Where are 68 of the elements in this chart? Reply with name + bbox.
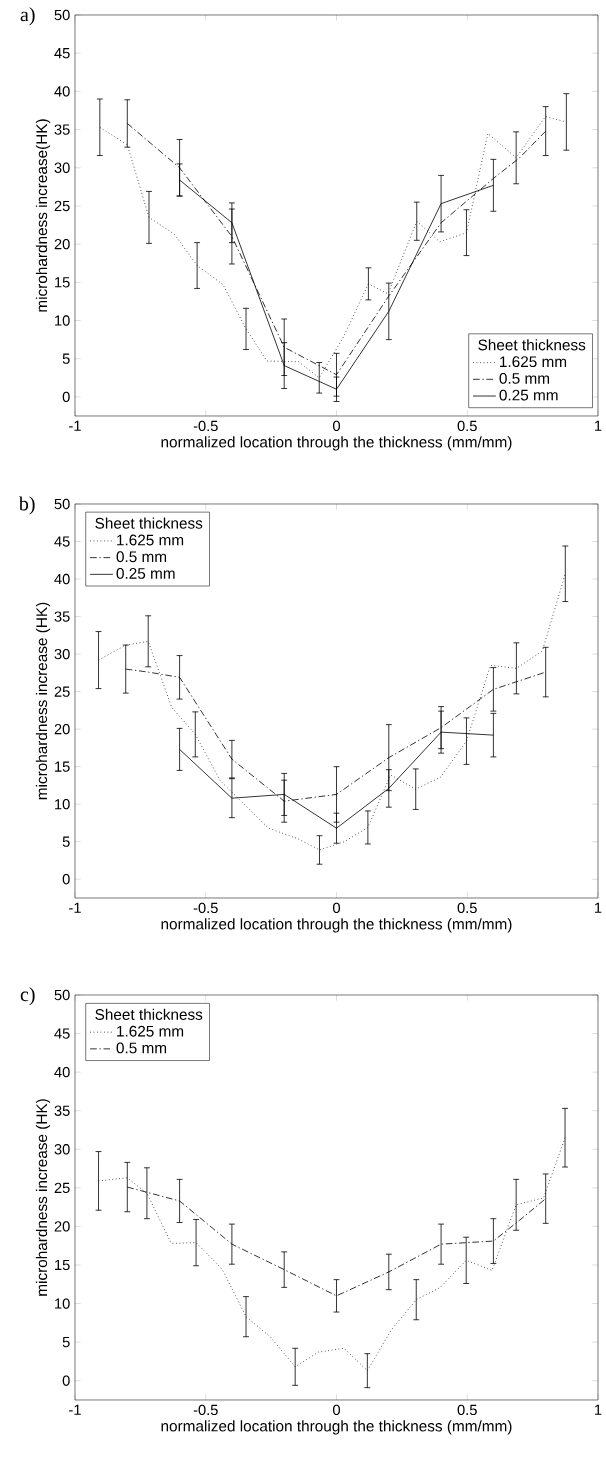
y-tick-label: 45: [54, 1028, 70, 1039]
legend-title: Sheet thickness: [478, 339, 586, 351]
y-axis-title: microhardness increase(HK): [35, 119, 51, 312]
x-tick-label: 0.5: [457, 902, 477, 914]
y-tick-label: 15: [55, 277, 70, 288]
x-tick-label: 0.5: [457, 420, 477, 432]
y-tick-label: 15: [55, 761, 70, 772]
y-tick-label: 40: [54, 1066, 70, 1078]
y-tick-label: 5: [62, 1337, 70, 1348]
y-tick-label: 50: [54, 9, 70, 21]
y-tick-label: 25: [54, 200, 70, 212]
legend-label: 0.25 mm: [116, 567, 175, 579]
x-tick-label: 0: [332, 420, 340, 432]
y-tick-label: 25: [54, 1182, 70, 1194]
text: a): [20, 7, 35, 26]
y-tick-label: 35: [54, 611, 70, 622]
y-tick-label: 10: [55, 1298, 70, 1309]
y-tick-label: 0: [62, 874, 70, 885]
legend-label: 1.625 mm: [500, 356, 567, 368]
y-tick-label: 30: [54, 648, 70, 660]
x-axis-title: normalized location through the thickness (mm/mm): [161, 436, 512, 451]
x-tick-label: 1: [595, 1404, 602, 1415]
x-tick-label: 0.5: [457, 1404, 477, 1416]
y-tick-label: 20: [54, 723, 70, 735]
x-tick-label: 1: [595, 420, 602, 431]
y-tick-label: 20: [54, 1221, 70, 1232]
x-axis-title: normalized location through the thickness (mm/mm): [161, 918, 512, 933]
x-tick-label: -1: [69, 902, 81, 913]
y-tick-label: 5: [62, 353, 70, 364]
legend-label: 0.5 mm: [116, 551, 167, 563]
x-tick-label: 1: [595, 902, 602, 913]
x-axis-title: normalized location through the thickness (mm/mm): [161, 1420, 512, 1435]
x-tick-label: -1: [69, 1404, 81, 1415]
y-tick-label: 40: [54, 573, 70, 585]
y-tick-label: 25: [54, 686, 70, 697]
y-axis-title: microhardness increase (HK): [35, 602, 51, 800]
y-tick-label: 45: [54, 48, 70, 59]
legend-label: 0.5 mm: [116, 1042, 167, 1054]
y-tick-label: 20: [54, 238, 70, 250]
x-tick-label: -0.5: [193, 420, 218, 432]
legend-label: 1.625 mm: [117, 1025, 184, 1037]
y-tick-label: 45: [54, 536, 70, 547]
y-tick-label: 10: [55, 799, 70, 810]
legend-title: Sheet thickness: [95, 517, 203, 529]
text: b): [18, 496, 35, 515]
y-tick-label: 35: [54, 1105, 70, 1116]
y-tick-label: 0: [62, 1375, 70, 1386]
legend-label: 1.625 mm: [117, 534, 184, 546]
y-tick-label: 40: [54, 86, 70, 97]
y-tick-label: 50: [54, 989, 70, 1001]
legend-title: Sheet thickness: [95, 1008, 203, 1020]
y-tick-label: 50: [54, 498, 70, 510]
text: c): [20, 987, 35, 1006]
x-tick-label: -0.5: [193, 902, 218, 914]
y-tick-label: 0: [62, 391, 70, 403]
y-tick-label: 35: [54, 124, 70, 135]
y-tick-label: 15: [55, 1259, 70, 1271]
y-tick-label: 5: [62, 836, 70, 847]
legend-label: 0.5 mm: [499, 372, 549, 384]
x-tick-label: 0: [332, 902, 340, 914]
x-tick-label: -0.5: [193, 1404, 218, 1416]
x-tick-label: 0: [332, 1404, 340, 1416]
y-tick-label: 10: [55, 315, 70, 326]
y-tick-label: 30: [54, 162, 70, 173]
x-tick-label: -1: [69, 420, 81, 431]
legend-label: 0.25 mm: [499, 389, 558, 401]
y-axis-title: microhardness increase (HK): [35, 1099, 51, 1296]
y-tick-label: 30: [54, 1144, 70, 1155]
